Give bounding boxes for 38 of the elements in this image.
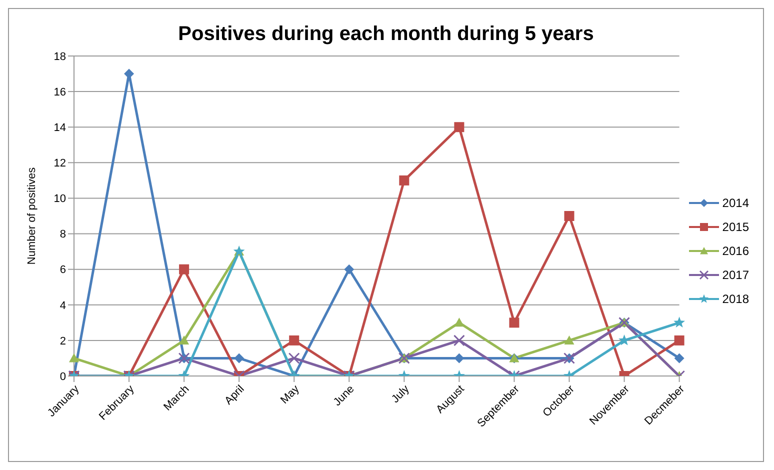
y-tick-label: 4 [60, 300, 66, 312]
point [454, 318, 464, 327]
y-tick-label: 12 [54, 158, 66, 170]
y-tick-label: 6 [60, 264, 66, 276]
y-tick-label: 0 [60, 370, 66, 383]
point [564, 335, 574, 344]
point [674, 335, 684, 346]
legend-label: 2015 [722, 220, 749, 234]
point [453, 334, 465, 346]
point [288, 352, 300, 364]
x-tick-label: May [278, 382, 302, 406]
legend-label: 2017 [722, 268, 749, 282]
y-tick-label: 8 [60, 228, 66, 241]
y-tick-label: 18 [54, 50, 66, 63]
legend-label: 2014 [722, 196, 749, 210]
y-tick-label: 14 [54, 122, 66, 134]
y-tick-label: 16 [54, 86, 66, 98]
y-axis-title: Number of positives [26, 166, 38, 265]
point [674, 353, 684, 364]
legend-label: 2016 [722, 244, 749, 258]
point [509, 318, 520, 328]
y-tick-label: 2 [60, 335, 66, 348]
point [234, 353, 244, 364]
point [69, 353, 79, 362]
point [179, 264, 190, 274]
chart-title: Positives during each month during 5 years [177, 23, 595, 46]
point [454, 353, 464, 364]
y-tick-label: 10 [54, 193, 66, 206]
point [454, 122, 464, 132]
point [289, 335, 300, 346]
point [674, 316, 686, 328]
legend-label: 2018 [722, 292, 749, 306]
point [399, 175, 410, 186]
point [344, 264, 354, 274]
point [179, 335, 190, 344]
point [564, 211, 574, 221]
x-tick-label: July [389, 382, 412, 406]
point [124, 68, 134, 79]
